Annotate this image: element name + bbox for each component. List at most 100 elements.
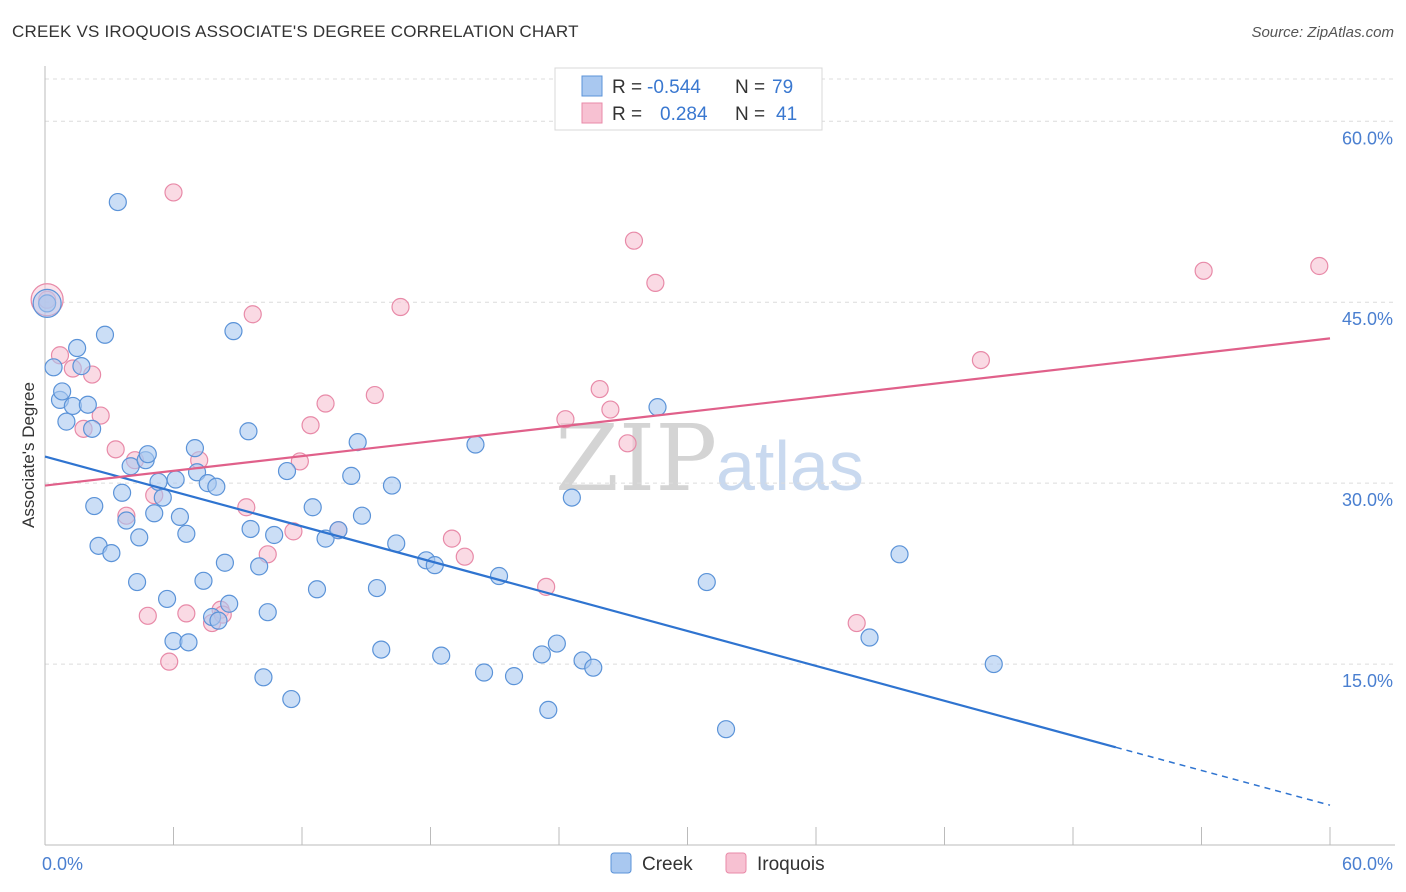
legend-n-label-creek: N =	[735, 77, 765, 98]
creek-point	[85, 496, 104, 516]
legend-r-value-iroquois: 0.284	[660, 104, 708, 125]
creek-point	[466, 435, 485, 454]
creek-point	[539, 700, 558, 720]
creek-point	[83, 419, 102, 438]
creek-point	[562, 488, 581, 507]
creek-point	[367, 578, 387, 598]
creek-point	[352, 506, 372, 525]
creek-point	[108, 192, 127, 212]
iroquois-point	[556, 410, 575, 429]
creek-point	[112, 483, 132, 502]
x-tick-label: 60.0%	[1342, 854, 1393, 874]
iroquois-point	[646, 273, 665, 292]
iroquois-point	[160, 652, 179, 671]
legend-n-value-creek: 79	[772, 77, 793, 98]
creek-point	[265, 525, 284, 545]
creek-point	[164, 632, 183, 651]
iroquois-trend-line	[44, 337, 1331, 487]
iroquois-point	[971, 350, 991, 370]
creek-point	[44, 358, 63, 377]
creek-trend-extension	[1115, 746, 1331, 806]
creek-point	[220, 594, 239, 613]
iroquois-point	[1310, 256, 1329, 276]
creek-point	[303, 498, 322, 517]
iroquois-point	[847, 613, 866, 633]
creek-point	[57, 412, 76, 431]
creek-point	[239, 422, 258, 441]
iroquois-point	[177, 604, 196, 623]
creek-point	[72, 357, 91, 376]
creek-point	[117, 511, 136, 530]
creek-point	[342, 466, 361, 485]
grid-lines	[45, 78, 1395, 665]
iroquois-point	[365, 385, 384, 405]
creek-point-cluster	[32, 288, 62, 318]
legend-r-label-iroquois: R =	[612, 104, 642, 125]
creek-point	[504, 667, 524, 686]
creek-point	[716, 720, 736, 739]
creek-point	[648, 398, 667, 417]
legend-n-label-iroquois: N =	[735, 104, 765, 125]
creek-point	[532, 645, 551, 664]
creek-point	[584, 658, 603, 677]
creek-point	[282, 689, 301, 709]
y-tick-label: 15.0%	[1342, 671, 1393, 691]
iroquois-point	[301, 416, 320, 435]
iroquois-point	[164, 183, 183, 202]
bottom-legend-label-iroquois: Iroquois	[757, 854, 825, 875]
x-tick-label: 0.0%	[42, 854, 83, 874]
watermark-atlas: atlas	[716, 427, 864, 505]
creek-point	[254, 668, 273, 687]
creek-point	[241, 519, 260, 539]
creek-point	[153, 488, 172, 507]
creek-point	[177, 524, 196, 543]
creek-point	[474, 663, 494, 682]
creek-point	[130, 528, 149, 547]
y-tick-label: 45.0%	[1342, 309, 1393, 329]
creek-point	[372, 640, 391, 659]
iroquois-point	[442, 529, 462, 548]
iroquois-point	[138, 606, 157, 625]
creek-point	[277, 461, 297, 481]
creek-point	[224, 322, 243, 341]
creek-point	[185, 439, 205, 458]
creek-point	[209, 611, 228, 630]
iroquois-point	[455, 547, 474, 566]
creek-point	[95, 325, 115, 344]
legend-swatch-creek	[581, 75, 603, 97]
creek-point	[78, 395, 97, 414]
bottom-legend-swatch-iroquois	[725, 852, 747, 874]
y-axis-title: Associate's Degree	[19, 382, 38, 528]
creek-point	[432, 646, 451, 665]
creek-point	[890, 545, 909, 564]
creek-point	[170, 507, 190, 527]
chart-title: CREEK VS IROQUOIS ASSOCIATE'S DEGREE COR…	[12, 22, 579, 41]
iroquois-point	[391, 297, 410, 317]
y-tick-label: 60.0%	[1342, 128, 1393, 148]
creek-point	[258, 603, 277, 622]
legend-r-label-creek: R =	[612, 77, 642, 98]
iroquois-point	[91, 406, 110, 425]
iroquois-point	[618, 434, 637, 453]
creek-point	[382, 476, 402, 495]
iroquois-point	[590, 379, 609, 399]
iroquois-point	[1194, 261, 1213, 280]
iroquois-point	[316, 394, 335, 413]
creek-point	[68, 338, 87, 358]
bottom-legend-swatch-creek	[610, 852, 632, 874]
axes	[44, 66, 1395, 846]
creek-point	[166, 470, 185, 489]
legend-r-value-creek: -0.544	[647, 77, 701, 98]
bottom-legend-label-creek: Creek	[642, 854, 693, 875]
creek-point	[127, 572, 147, 592]
legend-swatch-iroquois	[581, 102, 603, 124]
series-legend: Creek Iroquois	[610, 852, 825, 875]
iroquois-point	[624, 231, 644, 250]
creek-point	[307, 580, 327, 599]
iroquois-point	[601, 400, 620, 419]
creek-point	[250, 557, 269, 576]
source-credit: Source: ZipAtlas.com	[1251, 24, 1394, 41]
creek-point	[179, 633, 198, 652]
creek-point	[984, 654, 1003, 674]
